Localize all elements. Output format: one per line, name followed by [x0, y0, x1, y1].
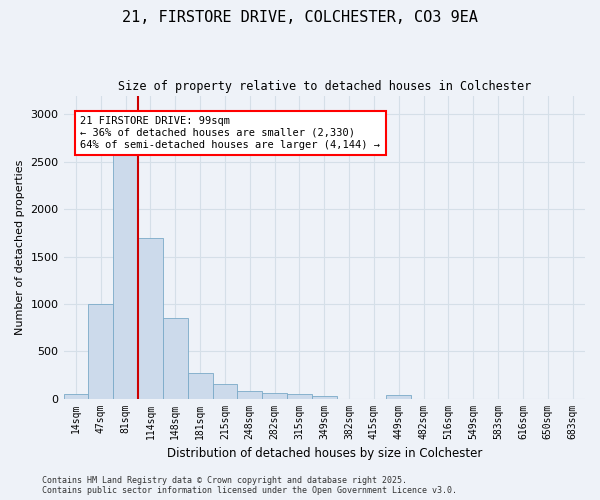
Text: 21 FIRSTORE DRIVE: 99sqm
← 36% of detached houses are smaller (2,330)
64% of sem: 21 FIRSTORE DRIVE: 99sqm ← 36% of detach…	[80, 116, 380, 150]
Bar	[238, 391, 262, 398]
Bar	[188, 373, 212, 398]
Bar	[312, 396, 337, 398]
Text: 21, FIRSTORE DRIVE, COLCHESTER, CO3 9EA: 21, FIRSTORE DRIVE, COLCHESTER, CO3 9EA	[122, 10, 478, 25]
Text: Contains HM Land Registry data © Crown copyright and database right 2025.
Contai: Contains HM Land Registry data © Crown c…	[42, 476, 457, 495]
Title: Size of property relative to detached houses in Colchester: Size of property relative to detached ho…	[118, 80, 531, 93]
Bar	[163, 318, 188, 398]
Bar	[113, 114, 138, 399]
Y-axis label: Number of detached properties: Number of detached properties	[15, 160, 25, 334]
Bar	[262, 393, 287, 398]
Bar	[64, 394, 88, 398]
Bar	[138, 238, 163, 398]
Bar	[287, 394, 312, 398]
X-axis label: Distribution of detached houses by size in Colchester: Distribution of detached houses by size …	[167, 447, 482, 460]
Bar	[88, 304, 113, 398]
Bar	[386, 395, 411, 398]
Bar	[212, 384, 238, 398]
